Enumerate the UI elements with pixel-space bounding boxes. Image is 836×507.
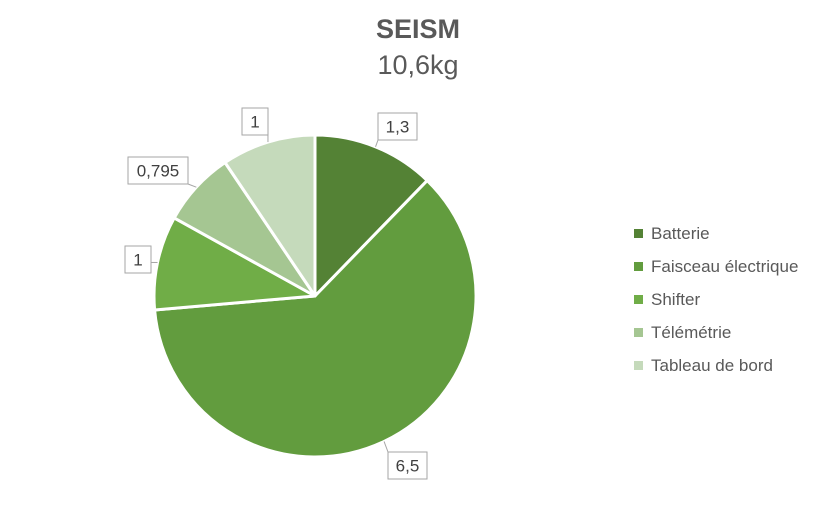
legend-swatch (634, 262, 643, 271)
data-label: 1,3 (386, 118, 410, 137)
leader-line (383, 441, 389, 453)
legend-swatch (634, 295, 643, 304)
data-label-box (127, 156, 189, 185)
legend-label: Télémétrie (651, 322, 732, 342)
data-label: 0,795 (137, 162, 180, 181)
legend-label: Shifter (651, 289, 701, 309)
legend-swatch (634, 229, 643, 238)
chart-title: SEISM (375, 14, 461, 44)
pie-slice (223, 133, 317, 298)
legend-item: Batterie (634, 217, 798, 250)
data-label-box (124, 245, 152, 274)
legend-item: Faisceau électrique (634, 250, 798, 283)
data-label: 1 (133, 251, 142, 270)
leader-line (187, 183, 197, 188)
legend-item: Tableau de bord (634, 349, 798, 382)
legend-label: Batterie (651, 223, 710, 243)
data-label-box (387, 451, 428, 480)
data-label-box (241, 107, 269, 136)
chart-subtitle: 10,6kg (377, 50, 459, 80)
data-label: 1 (250, 113, 259, 132)
leader-line (375, 139, 379, 147)
legend-swatch (634, 361, 643, 370)
legend-item: Télémétrie (634, 316, 798, 349)
legend: Batterie Faisceau électrique Shifter Télémé… (634, 217, 798, 382)
pie-slice (153, 179, 478, 459)
legend-label: Tableau de bord (651, 355, 773, 375)
data-label-box (377, 112, 418, 141)
legend-label: Faisceau électrique (651, 256, 799, 276)
legend-swatch (634, 328, 643, 337)
data-label: 6,5 (396, 457, 420, 476)
legend-item: Shifter (634, 283, 798, 316)
